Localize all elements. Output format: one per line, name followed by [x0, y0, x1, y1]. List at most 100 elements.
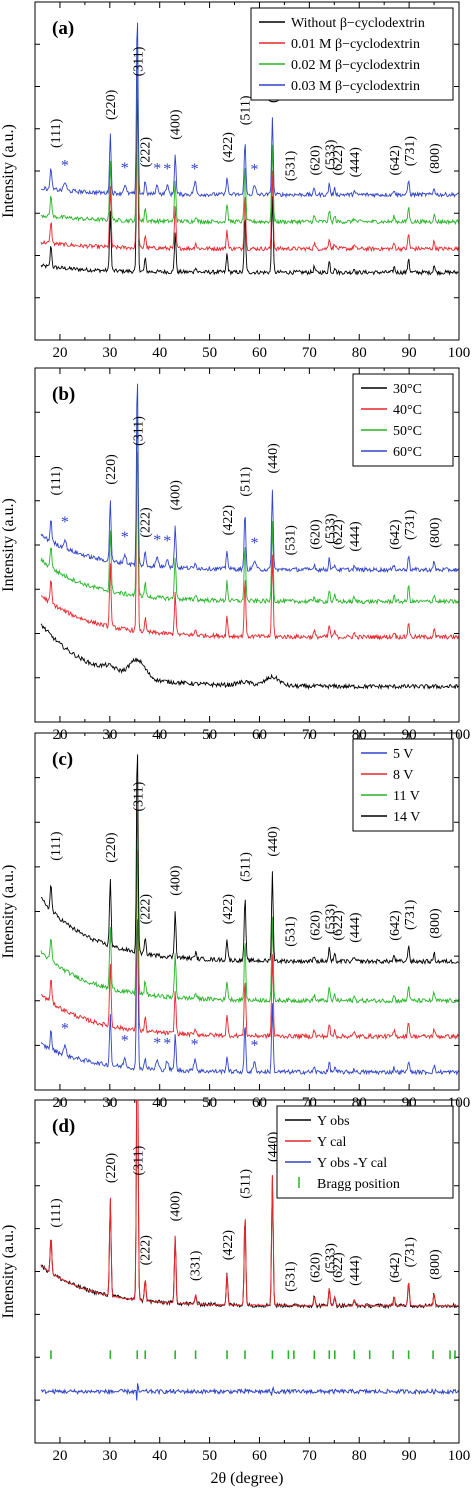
- peak-hkl-label: (311): [131, 1145, 146, 1175]
- peak-hkl-label: (222): [139, 1235, 154, 1266]
- x-tick-label: 100: [448, 1448, 471, 1464]
- series-line-1: [40, 73, 459, 253]
- peak-hkl-label: (531): [283, 525, 298, 556]
- peak-hkl-label: (620): [308, 145, 323, 176]
- y-axis-label: Intensity (a.u.): [0, 498, 17, 592]
- x-tick-label: 80: [352, 345, 367, 361]
- peak-hkl-label: (642): [388, 145, 403, 176]
- peak-hkl-label: (622): [331, 910, 346, 941]
- peak-hkl-label: (642): [388, 519, 403, 550]
- impurity-asterisk: *: [153, 1035, 161, 1052]
- peak-hkl-label: (400): [169, 109, 184, 140]
- peak-hkl-label: (111): [49, 831, 64, 861]
- peak-hkl-label: (800): [428, 908, 443, 939]
- panel-d: 20 30 40 50 60 70 80 90 100 Intensity (a.u.) (d) (1…: [0, 1099, 471, 1487]
- x-tick-label: 60: [252, 1448, 267, 1464]
- impurity-asterisk: *: [121, 529, 129, 546]
- plot-area: [40, 754, 459, 1076]
- peak-hkl-label: (111): [49, 466, 64, 496]
- peak-hkl-label: (220): [104, 1152, 119, 1183]
- impurity-asterisk: *: [191, 1036, 199, 1053]
- peak-hkl-label: (511): [239, 852, 254, 882]
- impurity-asterisk: *: [250, 535, 258, 552]
- x-tick-label: 90: [402, 1448, 417, 1464]
- series-line-0: [40, 97, 459, 277]
- series-difference: [40, 1383, 459, 1401]
- peak-hkl-label: (440): [266, 826, 281, 857]
- peak-hkl-label: (422): [221, 505, 236, 536]
- peak-hkl-label: (511): [239, 95, 254, 125]
- x-tick-label: 50: [202, 345, 217, 361]
- peak-hkl-label: (531): [283, 150, 298, 181]
- legend-label: 50°C: [393, 424, 422, 439]
- panel-label: (d): [52, 1116, 75, 1137]
- peak-hkl-label: (400): [169, 480, 184, 511]
- peak-hkl-label: (731): [403, 899, 418, 930]
- impurity-asterisk: *: [191, 161, 199, 178]
- impurity-asterisk: *: [61, 1020, 69, 1037]
- peak-hkl-label: (444): [348, 521, 363, 552]
- peak-hkl-label: (620): [308, 519, 323, 550]
- x-tick-label: 30: [102, 1448, 117, 1464]
- legend: 30°C 40°C 50°C 60°C: [352, 373, 454, 467]
- peak-hkl-label: (220): [104, 832, 119, 863]
- peak-hkl-label: (222): [139, 894, 154, 925]
- series-line-3: [40, 22, 459, 199]
- x-tick-label: 40: [152, 345, 167, 361]
- series-line-1: [40, 451, 459, 641]
- peak-hkl-label: (311): [131, 781, 146, 811]
- x-tick-label: 30: [102, 345, 117, 361]
- peak-hkl-label: (444): [348, 1255, 363, 1286]
- legend-label: 40°C: [393, 403, 422, 418]
- peak-hkl-label: (400): [169, 865, 184, 896]
- x-tick-label: 20: [52, 1448, 67, 1464]
- x-tick-label: 80: [352, 1448, 367, 1464]
- impurity-asterisk: *: [61, 157, 69, 174]
- peak-hkl-label: (400): [169, 1191, 184, 1222]
- legend-label: Without β−cyclodextrin: [291, 16, 425, 31]
- y-axis-label: Intensity (a.u.): [0, 1225, 17, 1319]
- bragg-position-ticks: [50, 1350, 456, 1359]
- peak-hkl-label: (331): [189, 1250, 204, 1281]
- peak-hkl-label: (111): [49, 1198, 64, 1228]
- peak-hkl-label: (111): [49, 118, 64, 148]
- series-line-2: [40, 416, 459, 606]
- impurity-asterisk: *: [250, 161, 258, 178]
- series-line-3: [40, 754, 459, 965]
- impurity-asterisk: *: [153, 161, 161, 178]
- x-tick-label: 40: [152, 1448, 167, 1464]
- peak-hkl-label: (642): [388, 910, 403, 941]
- peak-hkl-label: (422): [221, 132, 236, 163]
- peak-hkl-label: (222): [139, 507, 154, 538]
- peak-hkl-label: (311): [131, 416, 146, 446]
- peak-hkl-label: (622): [331, 145, 346, 176]
- peak-hkl-label: (422): [221, 1230, 236, 1261]
- x-tick-label: 50: [202, 1448, 217, 1464]
- x-tick-label: 60: [252, 345, 267, 361]
- legend-box: [276, 1105, 454, 1199]
- legend-label: 8 V: [393, 768, 413, 783]
- impurity-asterisk: *: [163, 161, 171, 178]
- legend-label: Y obs: [317, 1114, 350, 1129]
- legend-label: 5 V: [393, 747, 413, 762]
- peak-hkl-label: (622): [331, 519, 346, 550]
- peak-hkl-label: (511): [239, 466, 254, 496]
- legend-label: 30°C: [393, 382, 422, 397]
- peak-hkl-label: (444): [348, 912, 363, 943]
- peak-hkl-label: (800): [428, 143, 443, 174]
- peak-hkl-label: (642): [388, 1252, 403, 1283]
- legend: Y obs Y cal Y obs -Y cal Bragg position: [276, 1105, 454, 1199]
- series-line-2: [40, 810, 459, 1005]
- legend-label: 60°C: [393, 445, 422, 460]
- series-line-1: [40, 1100, 459, 1307]
- peak-hkl-label: (533): [323, 903, 338, 934]
- x-tick-label: 90: [402, 345, 417, 361]
- legend-label: 11 V: [393, 789, 420, 804]
- peak-hkl-label: (531): [283, 1261, 298, 1292]
- impurity-asterisk: *: [121, 160, 129, 177]
- series-line-3: [40, 383, 459, 574]
- impurity-asterisk: *: [121, 1033, 129, 1050]
- legend: 5 V 8 V 11 V 14 V: [352, 738, 454, 832]
